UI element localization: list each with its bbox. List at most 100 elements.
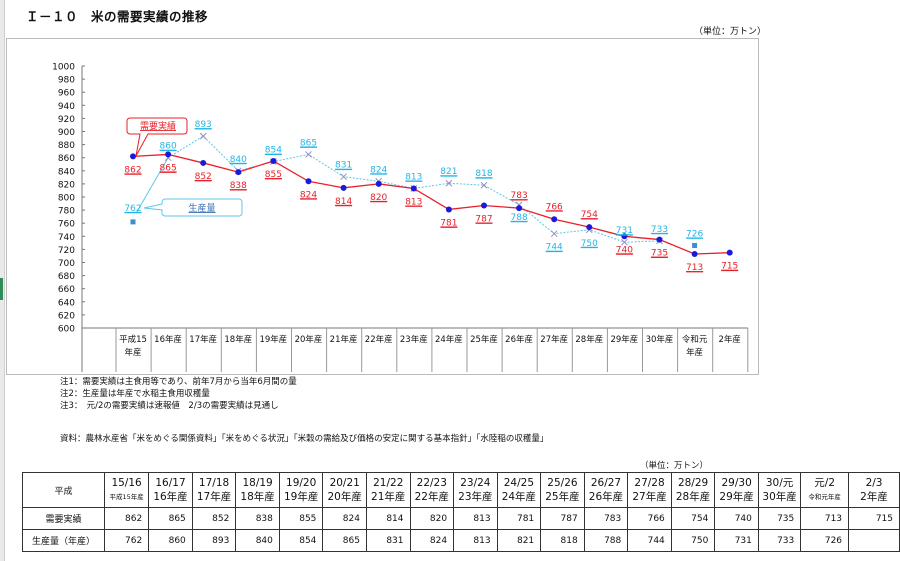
x-tick-label: 21年産 bbox=[330, 334, 358, 345]
data-point-demand bbox=[586, 224, 593, 231]
column-year: 28/29 bbox=[677, 477, 709, 489]
table-cell: 821 bbox=[496, 529, 542, 552]
column-year: 元/2 bbox=[814, 477, 836, 489]
y-tick-label: 680 bbox=[58, 272, 75, 282]
column-crop-year: 令和元年産 bbox=[808, 493, 841, 501]
table-column-header: 元/2 令和元年産 bbox=[800, 472, 850, 508]
data-label-production: 731 bbox=[616, 226, 633, 236]
table-cell: 766 bbox=[627, 507, 672, 530]
data-point-production bbox=[305, 151, 312, 158]
table-column-header: 27/28 27年産 bbox=[627, 472, 672, 508]
table-column-header: 22/23 22年産 bbox=[409, 472, 455, 508]
y-tick-label: 880 bbox=[58, 141, 75, 151]
table-cell: 824 bbox=[409, 529, 455, 552]
x-tick-label: 26年産 bbox=[505, 334, 533, 345]
y-tick-label: 700 bbox=[58, 259, 75, 269]
data-point-demand bbox=[445, 206, 452, 213]
table-cell: 788 bbox=[583, 529, 629, 552]
column-crop-year: 18年産 bbox=[240, 491, 275, 503]
x-tick-label: 平成15 bbox=[119, 334, 147, 345]
data-label-production: 854 bbox=[265, 146, 282, 156]
column-crop-year: 28年産 bbox=[675, 491, 711, 503]
table-cell: 865 bbox=[322, 529, 367, 552]
data-label-production: 831 bbox=[335, 161, 352, 171]
data-label-production: 762 bbox=[124, 204, 141, 214]
column-crop-year: 26年産 bbox=[588, 491, 624, 503]
legend-label-production: 生産量 bbox=[188, 202, 215, 214]
data-point-demand bbox=[551, 216, 558, 223]
data-label-demand: 814 bbox=[335, 197, 352, 207]
y-tick-label: 640 bbox=[58, 298, 75, 308]
data-label-production: 726 bbox=[686, 229, 703, 239]
column-crop-year: 27年産 bbox=[632, 491, 667, 503]
column-crop-year: 2年産 bbox=[860, 491, 888, 503]
y-tick-label: 960 bbox=[58, 89, 75, 99]
table-column-header: 29/30 29年産 bbox=[714, 472, 759, 508]
y-tick-label: 800 bbox=[58, 194, 75, 204]
column-crop-year: 17年産 bbox=[196, 491, 232, 503]
data-label-demand: 820 bbox=[370, 193, 387, 203]
x-tick-label: 24年産 bbox=[435, 334, 463, 345]
data-point-demand bbox=[410, 185, 417, 192]
data-point-demand bbox=[165, 151, 172, 158]
table-column-header: 21/22 21年産 bbox=[365, 472, 411, 508]
note-2: 注2：生産量は年産で水稲主食用収穫量 bbox=[60, 389, 210, 399]
table-cell: 840 bbox=[235, 529, 280, 552]
data-point-production bbox=[480, 181, 488, 189]
table-cell: 754 bbox=[670, 507, 716, 530]
notes-block: 注1：需要実績は主食用等であり、前年7月から当年6月間の量 注2：生産量は年産で… bbox=[60, 376, 297, 412]
data-label-demand: 766 bbox=[546, 202, 563, 212]
x-tick-label: 25年産 bbox=[470, 334, 498, 345]
data-point-demand bbox=[656, 236, 663, 243]
data-point-production bbox=[199, 132, 207, 140]
table-cell: 733 bbox=[757, 529, 802, 552]
data-point-production bbox=[445, 179, 453, 187]
table-corner-label: 平成 bbox=[22, 472, 105, 508]
data-point-production bbox=[550, 230, 558, 238]
column-year: 20/21 bbox=[329, 477, 360, 489]
table-cell: 731 bbox=[714, 529, 759, 552]
data-point-demand bbox=[305, 178, 312, 185]
y-tick-label: 780 bbox=[58, 207, 75, 217]
column-crop-year: 21年産 bbox=[371, 491, 406, 503]
column-year: 30/元 bbox=[765, 477, 794, 489]
table-cell: 713 bbox=[800, 507, 850, 530]
data-point-demand bbox=[375, 180, 382, 187]
data-label-demand: 735 bbox=[651, 249, 668, 259]
table-column-header: 28/29 28年産 bbox=[670, 472, 716, 508]
production-connector bbox=[135, 157, 169, 214]
y-tick-label: 720 bbox=[58, 246, 75, 256]
table-cell: 854 bbox=[278, 529, 324, 552]
table-cell: 862 bbox=[103, 507, 150, 530]
column-crop-year: 22年産 bbox=[414, 491, 449, 503]
table-column-header: 23/24 23年産 bbox=[453, 472, 498, 508]
y-tick-label: 900 bbox=[58, 128, 75, 138]
column-year: 26/27 bbox=[590, 477, 622, 489]
y-tick-label: 620 bbox=[58, 311, 75, 321]
table-cell: 762 bbox=[103, 529, 150, 552]
data-label-production: 865 bbox=[300, 138, 317, 148]
column-year: 18/19 bbox=[242, 477, 273, 489]
source-note: 資料：農林水産省「米をめぐる関係資料」「米をめぐる状況」「米穀の需給及び価格の安… bbox=[60, 434, 549, 444]
note-1: 注1：需要実績は主食用等であり、前年7月から当年6月間の量 bbox=[60, 377, 297, 387]
y-tick-label: 740 bbox=[58, 233, 75, 243]
data-point-demand bbox=[516, 205, 523, 212]
column-year: 29/30 bbox=[721, 477, 752, 489]
data-label-production: 893 bbox=[195, 120, 212, 130]
data-label-demand: 781 bbox=[440, 218, 457, 228]
column-year: 23/24 bbox=[460, 477, 491, 489]
y-tick-label: 940 bbox=[58, 102, 75, 112]
column-year: 19/20 bbox=[286, 477, 317, 489]
column-year: 22/23 bbox=[416, 477, 447, 489]
page-title: Ｉ－１０ 米の需要実績の推移 bbox=[26, 9, 209, 24]
side-marker bbox=[0, 278, 3, 300]
column-crop-year: 24年産 bbox=[501, 491, 537, 503]
table-column-header: 19/20 19年産 bbox=[278, 472, 324, 508]
table-cell: 744 bbox=[627, 529, 672, 552]
table-header-row: 平成 15/16 平成15年産 16/17 16年産 17/18 17年産 18/19 18年産… bbox=[22, 472, 900, 508]
column-crop-year: 30年産 bbox=[762, 491, 797, 503]
y-tick-label: 820 bbox=[58, 180, 75, 190]
table-cell bbox=[848, 529, 900, 552]
column-year: 15/16 bbox=[111, 477, 142, 489]
y-tick-label: 840 bbox=[58, 167, 75, 177]
